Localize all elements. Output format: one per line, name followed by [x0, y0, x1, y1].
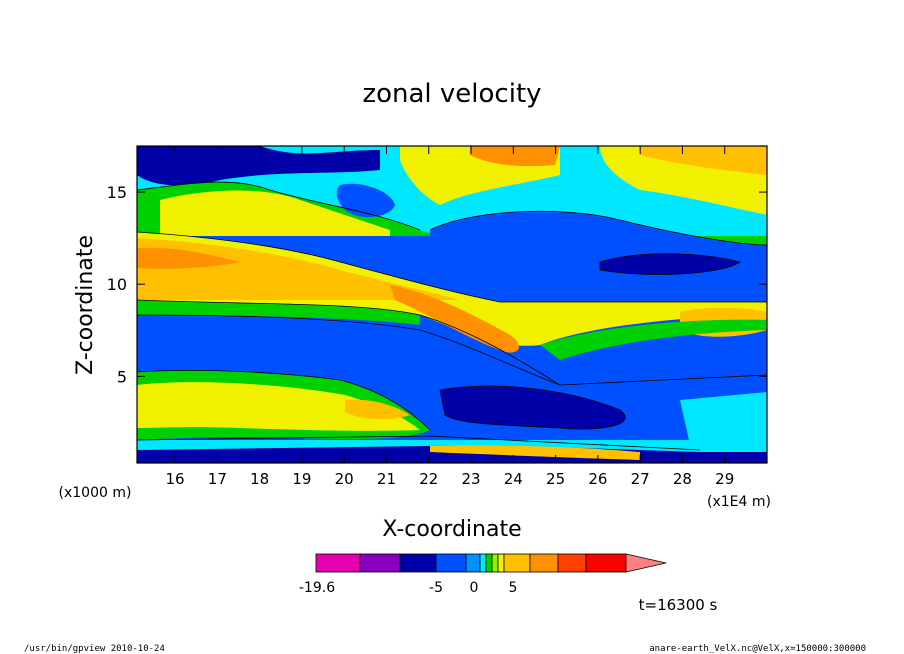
colorbar	[315, 553, 667, 573]
x-scale-label: (x1E4 m)	[707, 494, 771, 510]
colorbar-label-zero: 0	[470, 580, 479, 596]
colorbar-segment	[479, 553, 487, 573]
x-tick-label: 20	[335, 470, 354, 488]
band-top-orange	[470, 146, 560, 167]
colorbar-segment	[465, 553, 481, 573]
band-bottom-orange	[345, 399, 410, 420]
time-annotation: t=16300 s	[639, 596, 718, 614]
colorbar-segment	[485, 553, 493, 573]
colorbar-label-5: 5	[509, 580, 518, 596]
colorbar-label-neg5: -5	[429, 580, 443, 596]
band-top-darkblue	[137, 146, 380, 186]
band-mid-darkorange	[137, 247, 240, 269]
colorbar-segment	[399, 553, 437, 573]
x-tick-label: 25	[546, 470, 565, 488]
band-right-green	[540, 319, 767, 360]
colorbar-segment	[315, 553, 361, 573]
plot-frame	[136, 145, 768, 464]
band-mid-diagonal	[390, 285, 520, 353]
band-bottom-cyan	[680, 392, 767, 445]
blob-blue-2	[430, 211, 767, 300]
x-tick-label: 26	[588, 470, 607, 488]
x-tick-label: 16	[166, 470, 185, 488]
band-floor-orange	[430, 445, 640, 460]
colorbar-segment	[435, 553, 467, 573]
band-bottom-yellow	[137, 382, 420, 431]
contour-lines	[137, 181, 767, 451]
x-tick-label: 19	[292, 470, 311, 488]
y-axis-label: Z-coordinate	[73, 235, 98, 375]
colorbar-segment	[497, 553, 505, 573]
colorbar-segment	[359, 553, 401, 573]
footer-right: anare-earth_VelX.nc@VelX,x=150000:300000	[649, 644, 866, 654]
y-tick-label: 5	[117, 367, 127, 386]
blob-blue-1	[336, 183, 395, 218]
x-tick-label: 29	[715, 470, 734, 488]
x-tick-label: 18	[250, 470, 269, 488]
x-tick-label: 23	[461, 470, 480, 488]
colorbar-extend-arrow	[625, 553, 667, 573]
colorbar-label-min: -19.6	[299, 580, 335, 596]
y-tick-label: 10	[107, 275, 127, 294]
band-topright-orange	[640, 146, 767, 175]
colorbar-segment	[491, 553, 499, 573]
y-axis: 5 10 15	[107, 183, 767, 386]
blob-low-darkblue	[440, 386, 626, 430]
x-tick-label: 17	[208, 470, 227, 488]
footer-left: /usr/bin/gpview 2010-10-24	[24, 644, 165, 654]
colorbar-segment	[529, 553, 559, 573]
x-tick-label: 28	[673, 470, 692, 488]
blob-darkblue-2	[600, 253, 740, 275]
plot-area	[137, 146, 767, 463]
x-tick-label: 27	[631, 470, 650, 488]
band-mid-green	[137, 300, 420, 325]
band-mid-orange	[137, 238, 460, 300]
colorbar-segment	[503, 553, 531, 573]
colorbar-segment	[585, 553, 627, 573]
colorbar-labels: -19.6 -5 0 5	[299, 580, 518, 596]
x-axis-label: X-coordinate	[382, 517, 521, 542]
x-axis: 16 17 18 19 20 21 22 23 24 25 26 27 28 29	[166, 146, 734, 488]
x-tick-label: 22	[419, 470, 438, 488]
band-yellow-1	[160, 190, 390, 236]
x-tick-label: 24	[504, 470, 523, 488]
y-tick-label: 15	[107, 183, 127, 202]
x-tick-label: 21	[377, 470, 396, 488]
colorbar-segment	[557, 553, 587, 573]
y-scale-label: (x1000 m)	[59, 485, 132, 501]
chart-title: zonal velocity	[362, 79, 541, 109]
